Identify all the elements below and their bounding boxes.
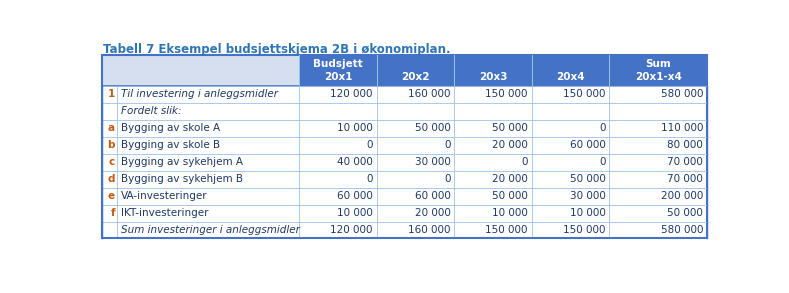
Text: 150 000: 150 000 [485, 225, 528, 235]
Text: 50 000: 50 000 [492, 123, 528, 133]
Bar [102, 137, 707, 154]
Text: Fordelt slik:: Fordelt slik: [121, 106, 181, 116]
Bar [102, 120, 707, 137]
Text: 70 000: 70 000 [667, 157, 703, 167]
Text: Sum: Sum [645, 59, 671, 69]
Text: 60 000: 60 000 [337, 191, 373, 201]
Text: 1: 1 [107, 89, 115, 99]
Bar [454, 55, 532, 86]
Bar [102, 103, 707, 120]
Text: 0: 0 [444, 140, 451, 150]
Text: 200 000: 200 000 [660, 191, 703, 201]
Bar [609, 55, 707, 86]
Text: 20x3: 20x3 [479, 72, 507, 82]
Text: 40 000: 40 000 [337, 157, 373, 167]
Text: 20x2: 20x2 [402, 72, 430, 82]
Text: Bygging av skole A: Bygging av skole A [121, 123, 220, 133]
Text: 20x4: 20x4 [556, 72, 585, 82]
Text: 20 000: 20 000 [414, 208, 451, 218]
Text: 20 000: 20 000 [492, 140, 528, 150]
Text: Tabell 7 Eksempel budsjettskjema 2B i økonomiplan.: Tabell 7 Eksempel budsjettskjema 2B i øk… [103, 43, 451, 56]
Text: 580 000: 580 000 [660, 89, 703, 99]
Bar [377, 55, 454, 86]
Bar [532, 55, 609, 86]
Bar [102, 55, 299, 86]
Text: 60 000: 60 000 [414, 191, 451, 201]
Text: 150 000: 150 000 [563, 89, 605, 99]
Text: c: c [109, 157, 115, 167]
Text: 60 000: 60 000 [570, 140, 605, 150]
Text: Bygging av skole B: Bygging av skole B [121, 140, 220, 150]
Text: 0: 0 [366, 174, 373, 184]
Bar [102, 222, 707, 239]
Text: Sum investeringer i anleggsmidler: Sum investeringer i anleggsmidler [121, 225, 300, 235]
Text: 50 000: 50 000 [570, 174, 605, 184]
Text: a: a [108, 123, 115, 133]
Bar [102, 154, 707, 171]
Bar [299, 55, 377, 86]
Text: 20x1-x4: 20x1-x4 [634, 72, 682, 82]
Text: Til investering i anleggsmidler: Til investering i anleggsmidler [121, 89, 278, 99]
Text: b: b [107, 140, 115, 150]
Text: 10 000: 10 000 [492, 208, 528, 218]
Text: 30 000: 30 000 [414, 157, 451, 167]
Text: 10 000: 10 000 [337, 208, 373, 218]
Text: 120 000: 120 000 [331, 225, 373, 235]
Text: 10 000: 10 000 [570, 208, 605, 218]
Bar [102, 55, 707, 239]
Text: 0: 0 [599, 123, 605, 133]
Text: 10 000: 10 000 [337, 123, 373, 133]
Text: 150 000: 150 000 [563, 225, 605, 235]
Bar [102, 86, 707, 103]
Text: Budsjett: Budsjett [313, 59, 363, 69]
Text: 50 000: 50 000 [667, 208, 703, 218]
Text: e: e [108, 191, 115, 201]
Bar [102, 188, 707, 205]
Text: 0: 0 [599, 157, 605, 167]
Text: Bygging av sykehjem A: Bygging av sykehjem A [121, 157, 243, 167]
Text: 0: 0 [444, 174, 451, 184]
Text: 0: 0 [366, 140, 373, 150]
Text: VA-investeringer: VA-investeringer [121, 191, 208, 201]
Text: d: d [107, 174, 115, 184]
Text: 150 000: 150 000 [485, 89, 528, 99]
Text: 120 000: 120 000 [331, 89, 373, 99]
Text: 20 000: 20 000 [492, 174, 528, 184]
Text: 0: 0 [522, 157, 528, 167]
Text: Bygging av sykehjem B: Bygging av sykehjem B [121, 174, 243, 184]
Bar [102, 205, 707, 222]
Text: IKT-investeringer: IKT-investeringer [121, 208, 208, 218]
Text: f: f [110, 208, 115, 218]
Text: 30 000: 30 000 [570, 191, 605, 201]
Text: 110 000: 110 000 [660, 123, 703, 133]
Text: 20x1: 20x1 [323, 72, 353, 82]
Text: 50 000: 50 000 [492, 191, 528, 201]
Text: 160 000: 160 000 [408, 89, 451, 99]
Text: 580 000: 580 000 [660, 225, 703, 235]
Text: 160 000: 160 000 [408, 225, 451, 235]
Text: 70 000: 70 000 [667, 174, 703, 184]
Bar [102, 171, 707, 188]
Text: 50 000: 50 000 [414, 123, 451, 133]
Text: 80 000: 80 000 [667, 140, 703, 150]
